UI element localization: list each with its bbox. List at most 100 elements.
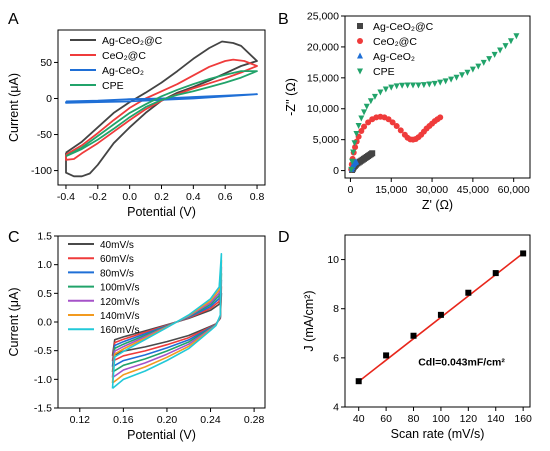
- data-point: [437, 79, 444, 86]
- x-tick-label: 0.28: [244, 414, 265, 426]
- legend-label: 40mV/s: [100, 240, 134, 251]
- data-point: [363, 103, 370, 110]
- series-line-4: [65, 70, 258, 158]
- y-tick-label: -50: [37, 129, 52, 141]
- x-tick-label: 60: [380, 413, 392, 425]
- legend-label: CPE: [373, 66, 395, 78]
- data-point: [469, 66, 476, 73]
- y-tick-label: 0: [46, 93, 52, 105]
- legend-label: Ag-CeO₂: [102, 65, 144, 77]
- x-tick-label: 40: [353, 413, 365, 425]
- data-point: [367, 98, 374, 105]
- y-tick-label: 4: [333, 402, 339, 414]
- x-tick-label: 30,000: [416, 184, 448, 196]
- data-point: [399, 82, 406, 89]
- series-line-7: [111, 253, 223, 390]
- data-point: [361, 123, 368, 130]
- legend-marker: [357, 68, 363, 75]
- plot-frame: [57, 235, 266, 409]
- data-point: [415, 82, 422, 89]
- panel-a: A -0.4 -0.2 0.0 0.2 0.4 0.6 0.8 -100 -50 0 50 Potent…: [7, 11, 266, 219]
- x-tick-label: 60,000: [498, 184, 530, 196]
- x-tick-label: 15,000: [375, 184, 407, 196]
- data-point: [437, 114, 444, 121]
- legend-label: CeO₂@C: [373, 36, 417, 48]
- data-point: [355, 122, 362, 129]
- y-tick-label: 8: [333, 303, 339, 315]
- data-point: [348, 166, 355, 173]
- y-axis-label-main: Current (: [7, 92, 21, 142]
- panel-label: A: [8, 11, 19, 28]
- y-axis-label: Current (μA): [7, 73, 21, 142]
- data-point: [497, 47, 504, 54]
- data-point: [431, 80, 438, 87]
- data-point: [361, 109, 368, 116]
- legend-label: 120mV/s: [100, 297, 139, 308]
- x-tick-label: 80: [408, 413, 420, 425]
- panel-label: D: [278, 229, 290, 246]
- x-tick-label: 0.12: [70, 414, 91, 426]
- data-point: [383, 352, 390, 359]
- y-tick-label: 10,000: [307, 103, 339, 115]
- x-tick-label: -0.4: [57, 191, 75, 203]
- legend-label: Ag-CeO₂@C: [102, 35, 163, 47]
- y-tick-label: 0: [333, 165, 339, 177]
- data-point: [492, 270, 499, 277]
- data-point: [426, 81, 433, 88]
- data-point: [448, 76, 455, 83]
- data-point: [351, 140, 358, 147]
- series-line-2: [65, 58, 258, 161]
- data-point: [389, 119, 396, 126]
- data-point: [382, 86, 389, 93]
- data-point: [404, 82, 411, 89]
- y-tick-label: 1.5: [37, 231, 52, 243]
- data-point: [393, 83, 400, 90]
- legend-label: 100mV/s: [100, 283, 139, 294]
- data-point: [393, 123, 400, 130]
- y-tick-label: -1.0: [34, 374, 52, 386]
- y-tick-label: 6: [333, 352, 339, 364]
- data-point: [486, 56, 493, 63]
- x-axis-label: Z' (Ω): [422, 198, 453, 212]
- y-tick-label: 50: [40, 57, 52, 69]
- data-point: [385, 116, 392, 123]
- x-axis-label: Scan rate (mV/s): [391, 427, 485, 441]
- x-tick-label: 160: [514, 413, 532, 425]
- legend-label: 60mV/s: [100, 254, 134, 265]
- data-point: [480, 59, 487, 66]
- x-axis-label: Potential (V): [127, 428, 196, 442]
- legend-marker: [357, 23, 363, 29]
- data-point: [465, 289, 472, 296]
- legend-label: CeO₂@C: [102, 50, 146, 62]
- data-point: [491, 51, 498, 58]
- data-point: [475, 63, 482, 70]
- x-tick-label: 0.8: [250, 191, 265, 203]
- y-axis-label-unit: μA: [7, 76, 21, 92]
- data-point: [502, 43, 509, 50]
- data-point: [410, 332, 417, 339]
- data-point: [464, 69, 471, 76]
- data-point: [453, 74, 460, 81]
- data-point: [410, 82, 417, 89]
- data-point: [369, 150, 376, 157]
- y-tick-label: 10: [327, 254, 339, 266]
- y-tick-label: 20,000: [307, 41, 339, 53]
- data-point: [355, 378, 362, 385]
- data-point: [520, 250, 527, 257]
- y-tick-label: 1.0: [37, 259, 52, 271]
- data-point: [353, 158, 360, 165]
- legend-label: Ag-CeO₂@C: [373, 21, 434, 33]
- data-point: [349, 158, 356, 165]
- data-point: [458, 72, 465, 79]
- y-tick-label: -1.5: [34, 403, 52, 415]
- x-tick-label: 0.24: [200, 414, 221, 426]
- y-tick-label: 5,000: [313, 134, 339, 146]
- legend-label: 160mV/s: [100, 325, 139, 336]
- data-point: [507, 38, 514, 45]
- x-tick-label: 0: [348, 184, 354, 196]
- panel-d: D 40 60 80 100 120 140 160 4 6 8 10 Scan rate (mV/s)…: [278, 229, 532, 441]
- y-tick-label: 25,000: [307, 11, 339, 23]
- data-point: [350, 149, 357, 156]
- y-axis-label-close: ): [7, 73, 21, 77]
- x-tick-label: 140: [487, 413, 505, 425]
